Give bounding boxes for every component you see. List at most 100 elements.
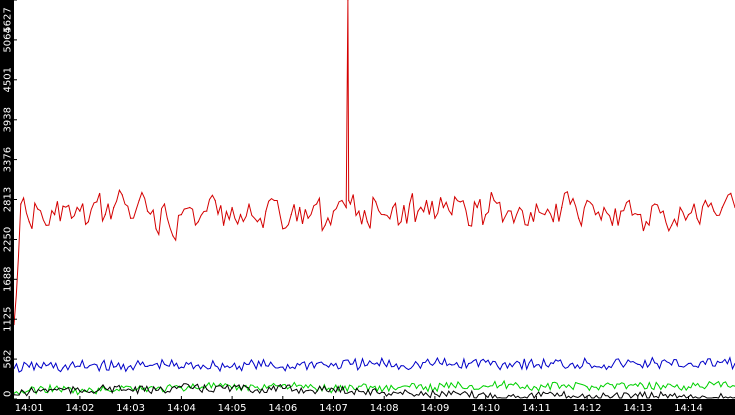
- series-1-point: [345, 206, 347, 209]
- series-1-point: [290, 214, 292, 216]
- series-1-point: [138, 199, 140, 202]
- series-4-point: [409, 392, 411, 394]
- series-3-point: [130, 386, 132, 388]
- series-1-point: [54, 214, 56, 216]
- series-4-point: [54, 388, 56, 390]
- series-4-point: [282, 387, 284, 389]
- series-1-point: [425, 199, 428, 202]
- series-1-point: [189, 206, 191, 209]
- series-1-point: [96, 201, 98, 203]
- series-4-point: [155, 389, 157, 392]
- series-2-point: [180, 366, 182, 368]
- series-1-point: [28, 221, 30, 223]
- series-2-point: [316, 362, 318, 365]
- series-1-point: [265, 210, 267, 212]
- series-4-point: [561, 394, 563, 397]
- series-2-point: [704, 363, 707, 365]
- series-2-point: [603, 364, 605, 366]
- series-1-point: [434, 217, 436, 219]
- series-3-point: [687, 386, 690, 388]
- series-1-point: [468, 224, 470, 226]
- series-3-point: [434, 387, 436, 389]
- series-4-point: [383, 392, 385, 394]
- series-1-point: [299, 206, 301, 209]
- x-tick-label: 14:10: [471, 403, 500, 414]
- series-4-point: [434, 393, 436, 395]
- series-3-point: [561, 384, 563, 387]
- series-1-point: [442, 206, 444, 209]
- series-4-point: [28, 391, 30, 393]
- series-3-point: [358, 385, 360, 387]
- series-3-point: [485, 385, 487, 387]
- y-tick-label: 3938: [3, 107, 14, 132]
- series-1-point: [104, 214, 106, 216]
- series-2-point: [535, 364, 538, 366]
- series-1-point: [662, 210, 664, 212]
- series-1-point: [332, 210, 335, 212]
- series-3-point: [383, 387, 385, 389]
- y-tick-label: 3376: [3, 147, 14, 172]
- series-1-point: [214, 199, 216, 202]
- series-1-point: [510, 210, 512, 212]
- series-1-point: [79, 210, 81, 212]
- series-1-point: [451, 214, 453, 216]
- series-1-point: [392, 206, 394, 209]
- series-1-point: [569, 203, 571, 205]
- x-tick-label: 14:01: [15, 403, 44, 414]
- series-1-point: [721, 206, 723, 209]
- x-tick-label: 14:11: [522, 403, 551, 414]
- series-2-point: [468, 362, 470, 365]
- series-2-point: [79, 365, 81, 367]
- series-2-point: [366, 364, 368, 366]
- series-3-point: [459, 384, 461, 386]
- series-1-point: [544, 214, 546, 216]
- y-tick-label: 0: [3, 391, 14, 397]
- series-1-point: [594, 214, 597, 216]
- series-3-point: [713, 384, 715, 386]
- series-4-line: [13, 383, 735, 399]
- series-4-point: [104, 387, 106, 389]
- series-1-point: [527, 224, 529, 226]
- series-1-point: [654, 203, 656, 205]
- series-1-point: [20, 203, 22, 205]
- series-1-point: [628, 199, 630, 202]
- series-2-point: [113, 366, 115, 368]
- series-1-point: [163, 203, 166, 205]
- x-tick-label: 14:12: [573, 403, 602, 414]
- series-1-point: [502, 221, 504, 223]
- series-1-point: [348, 199, 350, 202]
- series-1-point: [62, 205, 64, 207]
- series-4-point: [180, 386, 182, 388]
- series-2-point: [130, 365, 132, 367]
- series-2-point: [45, 365, 47, 367]
- series-1-point: [130, 217, 132, 219]
- series-1-point: [400, 221, 402, 223]
- series-1-point: [645, 221, 647, 223]
- series-4-point: [130, 389, 132, 391]
- series-2-point: [282, 366, 284, 368]
- series-1-point: [375, 201, 377, 203]
- x-tick-label: 14:03: [116, 403, 145, 414]
- series-1-point: [383, 214, 385, 216]
- y-tick-label: 2250: [3, 227, 14, 252]
- series-1-point: [518, 206, 521, 209]
- series-1-point: [620, 210, 622, 212]
- series-2-point: [28, 366, 30, 368]
- y-axis-bar: [0, 0, 14, 415]
- series-4-point: [535, 394, 538, 396]
- series-1-point: [87, 221, 89, 223]
- x-tick-label: 14:04: [167, 403, 196, 414]
- series-1-point: [611, 224, 614, 226]
- y-tick-label: 1688: [3, 267, 14, 292]
- series-3-point: [637, 385, 639, 387]
- series-1-point: [307, 217, 309, 219]
- y-tick-label: 4501: [3, 67, 14, 92]
- series-2-point: [214, 365, 216, 367]
- x-tick-label: 14:14: [674, 403, 703, 414]
- series-1-point: [231, 206, 233, 209]
- y-tick-label: 2813: [3, 187, 14, 212]
- x-tick-label: 14:02: [65, 403, 94, 414]
- series-2-point: [518, 362, 521, 364]
